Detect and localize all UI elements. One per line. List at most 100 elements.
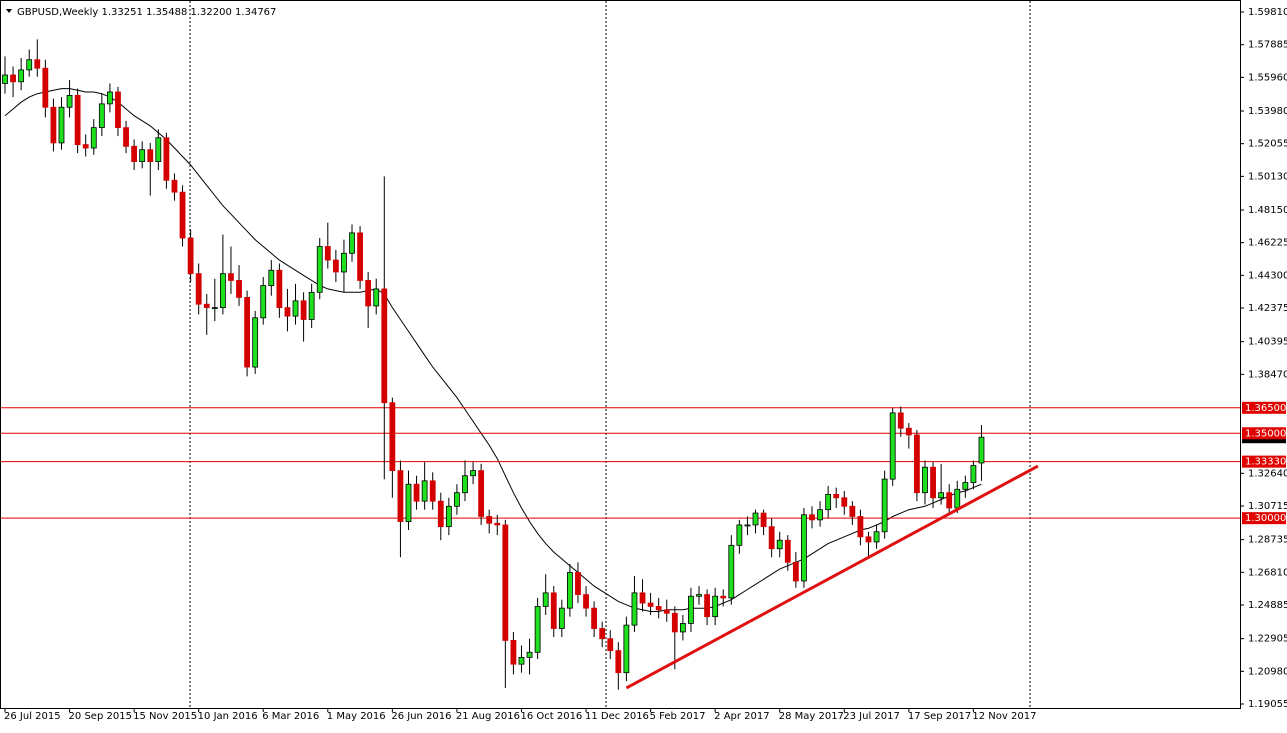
candle-body: [252, 317, 259, 368]
candle-body: [74, 94, 81, 146]
candle-body: [66, 94, 73, 108]
y-tick-label: 1.20980: [1248, 666, 1287, 677]
candle-body: [107, 91, 113, 105]
x-tick-label: 2 Apr 2017: [714, 711, 769, 722]
plot-frame: [0, 0, 1241, 709]
candle-body: [260, 285, 267, 319]
candle-body: [534, 606, 541, 653]
candle-body: [332, 259, 339, 273]
candle-body: [744, 524, 751, 527]
candle-body: [792, 561, 799, 582]
candle-body: [58, 106, 65, 144]
level-label-box: [1242, 427, 1286, 440]
candle-body: [195, 273, 202, 305]
level-label-box: [1242, 512, 1286, 525]
candle-body: [389, 402, 396, 472]
candle-body: [308, 291, 315, 320]
candle-body: [300, 300, 307, 320]
candle-body: [655, 606, 662, 611]
y-tick-label: 1.22905: [1248, 634, 1287, 645]
y-tick-label: 1.32640: [1248, 468, 1287, 479]
candle-body: [768, 526, 775, 550]
candle-body: [341, 252, 347, 273]
candle-body: [284, 307, 291, 317]
candle-body: [583, 594, 589, 609]
candle-body: [607, 638, 614, 651]
candle-body: [688, 595, 694, 624]
menu-triangle[interactable]: [6, 9, 12, 13]
candle-body: [970, 465, 977, 483]
x-tick-label: 26 Jul 2015: [4, 711, 61, 722]
candle-body: [454, 492, 460, 507]
candle-body: [954, 488, 961, 509]
candle-body: [946, 492, 953, 509]
candle-body: [615, 650, 622, 674]
candle-body: [631, 592, 638, 626]
candle-body: [147, 149, 154, 162]
candle-body: [905, 427, 912, 436]
y-tick-label: 1.44300: [1248, 270, 1287, 281]
x-tick-label: 17 Sep 2017: [908, 711, 971, 722]
y-tick-label: 1.46225: [1248, 238, 1287, 249]
candle-body: [244, 297, 251, 368]
x-tick-label: 23 Jul 2017: [843, 711, 900, 722]
trendline: [625, 464, 1039, 690]
candle-body: [696, 594, 702, 597]
y-tick-label: 1.55960: [1248, 72, 1287, 83]
candle-body: [10, 74, 16, 83]
candle-body: [365, 280, 372, 307]
candle-body: [26, 59, 33, 71]
x-tick-label: 5 Feb 2017: [650, 711, 706, 722]
candle-body: [914, 434, 920, 494]
candle-body: [373, 288, 380, 307]
candle-body: [171, 179, 178, 193]
candle-body: [155, 137, 162, 162]
candle-body: [833, 493, 840, 499]
candle-body: [42, 67, 49, 108]
y-tick-label: 1.30715: [1248, 501, 1287, 512]
candle-body: [889, 412, 896, 480]
candle-body: [486, 516, 493, 524]
candle-body: [526, 651, 533, 658]
candle-body: [131, 145, 138, 162]
candle-body: [897, 412, 904, 429]
y-tick-label: 1.26810: [1248, 567, 1287, 578]
y-tick-label: 1.57885: [1248, 40, 1287, 51]
candle-body: [187, 237, 194, 275]
candle-body: [841, 497, 848, 507]
candle-body: [679, 623, 686, 633]
candle-body: [316, 246, 323, 293]
y-tick-label: 1.38470: [1248, 369, 1287, 380]
candle-body: [865, 536, 872, 543]
candle-body: [938, 492, 945, 499]
candle-body: [728, 544, 735, 599]
candle-body: [324, 246, 331, 261]
candle-body: [18, 69, 25, 83]
x-tick-label: 1 May 2016: [327, 711, 386, 722]
candle-body: [542, 592, 549, 607]
chart-header: GBPUSD,Weekly 1.33251 1.35488 1.32200 1.…: [17, 7, 276, 18]
candle-body: [922, 466, 928, 494]
candle-body: [510, 640, 517, 665]
candle-body: [930, 466, 936, 499]
x-tick-label: 11 Dec 2016: [585, 711, 649, 722]
candle-body: [736, 524, 743, 546]
level-label-box: [1242, 455, 1286, 468]
candle-body: [849, 505, 856, 517]
y-tick-label: 1.28735: [1248, 535, 1287, 546]
candle-body: [268, 269, 275, 286]
candle-body: [478, 470, 485, 517]
candle-body: [623, 624, 630, 674]
x-tick-label: 10 Jan 2016: [198, 711, 258, 722]
x-tick-label: 16 Oct 2016: [520, 711, 582, 722]
candle-body: [575, 572, 581, 595]
x-tick-label: 26 Jun 2016: [391, 711, 451, 722]
x-tick-label: 15 Nov 2015: [133, 711, 197, 722]
level-label: 1.30000: [1245, 513, 1286, 524]
y-tick-label: 1.40395: [1248, 337, 1287, 348]
candle-body: [292, 300, 299, 317]
y-tick-label: 1.52055: [1248, 139, 1287, 150]
y-tick-label: 1.48150: [1248, 205, 1287, 216]
